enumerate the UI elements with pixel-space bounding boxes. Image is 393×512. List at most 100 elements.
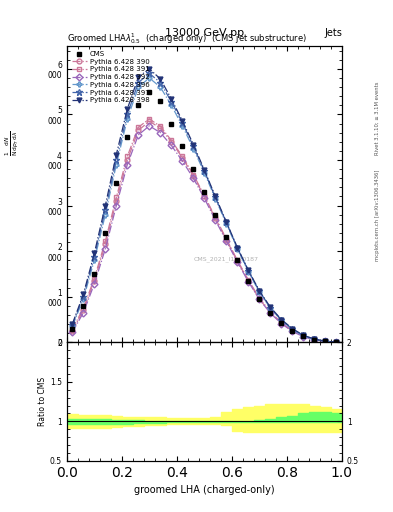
Line: Pythia 6.428 390: Pythia 6.428 390 xyxy=(70,119,339,345)
Pythia 6.428 398 xyxy=(125,106,130,112)
Pythia 6.428 391 xyxy=(114,195,119,201)
Pythia 6.428 398 xyxy=(114,152,119,158)
Pythia 6.428 396 xyxy=(147,75,152,81)
Pythia 6.428 392 xyxy=(323,338,328,345)
Pythia 6.428 397 xyxy=(301,332,306,338)
CMS xyxy=(147,89,152,95)
Pythia 6.428 390 xyxy=(114,198,119,204)
Pythia 6.428 397 xyxy=(169,99,174,105)
Pythia 6.428 392 xyxy=(158,130,163,136)
Pythia 6.428 391 xyxy=(257,295,262,301)
Pythia 6.428 391 xyxy=(213,215,218,221)
CMS xyxy=(180,143,185,150)
Pythia 6.428 397 xyxy=(180,120,185,126)
Pythia 6.428 396 xyxy=(312,336,317,343)
Pythia 6.428 397 xyxy=(290,326,295,332)
CMS xyxy=(202,189,207,195)
Pythia 6.428 397 xyxy=(125,112,130,118)
Pythia 6.428 392 xyxy=(114,203,119,209)
Pythia 6.428 391 xyxy=(191,172,196,178)
Pythia 6.428 398 xyxy=(323,338,328,344)
Pythia 6.428 390 xyxy=(246,278,251,284)
Legend: CMS, Pythia 6.428 390, Pythia 6.428 391, Pythia 6.428 392, Pythia 6.428 396, Pyt: CMS, Pythia 6.428 390, Pythia 6.428 391,… xyxy=(69,48,152,106)
Pythia 6.428 392 xyxy=(279,321,284,327)
CMS xyxy=(213,211,218,218)
Pythia 6.428 391 xyxy=(147,116,152,122)
Pythia 6.428 390 xyxy=(279,320,284,326)
Pythia 6.428 396 xyxy=(268,305,273,311)
Pythia 6.428 391 xyxy=(169,137,174,143)
Pythia 6.428 390 xyxy=(81,307,86,313)
Pythia 6.428 397 xyxy=(334,339,339,345)
Pythia 6.428 391 xyxy=(81,305,86,311)
CMS xyxy=(301,333,306,339)
Text: $\frac{1}{\mathrm{N}}\frac{\mathrm{d}N}{\mathrm{d}p_T\,\mathrm{d}\lambda}$: $\frac{1}{\mathrm{N}}\frac{\mathrm{d}N}{… xyxy=(4,131,21,156)
Pythia 6.428 397 xyxy=(114,157,119,163)
CMS xyxy=(136,102,141,109)
Pythia 6.428 390 xyxy=(235,258,240,264)
Pythia 6.428 398 xyxy=(301,332,306,338)
Pythia 6.428 397 xyxy=(312,336,317,343)
Pythia 6.428 392 xyxy=(136,132,141,138)
Pythia 6.428 398 xyxy=(147,66,152,72)
Pythia 6.428 398 xyxy=(312,336,317,342)
Pythia 6.428 391 xyxy=(334,339,339,345)
Pythia 6.428 392 xyxy=(290,328,295,334)
Pythia 6.428 396 xyxy=(169,102,174,109)
Pythia 6.428 392 xyxy=(268,310,273,316)
Pythia 6.428 397 xyxy=(246,268,251,274)
Pythia 6.428 398 xyxy=(257,288,262,294)
Line: Pythia 6.428 391: Pythia 6.428 391 xyxy=(70,117,339,345)
Pythia 6.428 396 xyxy=(81,296,86,302)
Pythia 6.428 390 xyxy=(169,139,174,145)
Pythia 6.428 398 xyxy=(290,326,295,332)
Pythia 6.428 390 xyxy=(268,310,273,316)
Pythia 6.428 392 xyxy=(246,279,251,285)
Line: Pythia 6.428 397: Pythia 6.428 397 xyxy=(69,70,340,345)
Pythia 6.428 398 xyxy=(158,76,163,82)
Pythia 6.428 398 xyxy=(224,219,229,225)
Pythia 6.428 396 xyxy=(246,269,251,275)
Pythia 6.428 392 xyxy=(257,296,262,303)
Pythia 6.428 398 xyxy=(136,74,141,80)
Pythia 6.428 397 xyxy=(103,207,108,213)
Text: CMS_2021_I1920187: CMS_2021_I1920187 xyxy=(194,257,259,262)
Pythia 6.428 396 xyxy=(70,323,75,329)
Pythia 6.428 392 xyxy=(191,175,196,181)
Text: Rivet 3.1.10; ≥ 3.1M events: Rivet 3.1.10; ≥ 3.1M events xyxy=(375,81,380,155)
Pythia 6.428 390 xyxy=(191,173,196,179)
CMS xyxy=(103,230,108,236)
Pythia 6.428 396 xyxy=(290,327,295,333)
Pythia 6.428 398 xyxy=(70,321,75,327)
Pythia 6.428 396 xyxy=(202,169,207,176)
Pythia 6.428 398 xyxy=(268,304,273,310)
Text: Groomed LHA$\lambda_{0.5}^{1}$  (charged only)  (CMS jet substructure): Groomed LHA$\lambda_{0.5}^{1}$ (charged … xyxy=(67,31,307,46)
CMS xyxy=(235,257,240,263)
Pythia 6.428 396 xyxy=(235,246,240,252)
Pythia 6.428 396 xyxy=(125,116,130,122)
Text: mcplots.cern.ch [arXiv:1306.3436]: mcplots.cern.ch [arXiv:1306.3436] xyxy=(375,169,380,261)
Pythia 6.428 390 xyxy=(213,215,218,221)
Pythia 6.428 392 xyxy=(213,217,218,223)
Pythia 6.428 397 xyxy=(81,294,86,300)
Pythia 6.428 397 xyxy=(147,70,152,76)
Pythia 6.428 392 xyxy=(224,238,229,244)
Pythia 6.428 396 xyxy=(114,161,119,167)
Pythia 6.428 397 xyxy=(224,219,229,225)
Text: 13000 GeV pp: 13000 GeV pp xyxy=(165,28,244,38)
Pythia 6.428 391 xyxy=(70,327,75,333)
Pythia 6.428 396 xyxy=(224,221,229,227)
Pythia 6.428 392 xyxy=(334,339,339,345)
CMS xyxy=(257,296,262,302)
Pythia 6.428 392 xyxy=(312,336,317,343)
Pythia 6.428 396 xyxy=(213,196,218,202)
Pythia 6.428 391 xyxy=(202,193,207,199)
Pythia 6.428 398 xyxy=(180,118,185,124)
Pythia 6.428 397 xyxy=(213,195,218,201)
CMS xyxy=(70,326,75,332)
CMS xyxy=(224,234,229,241)
Pythia 6.428 397 xyxy=(257,288,262,294)
Pythia 6.428 396 xyxy=(158,84,163,90)
CMS xyxy=(323,338,328,345)
Pythia 6.428 390 xyxy=(290,328,295,334)
